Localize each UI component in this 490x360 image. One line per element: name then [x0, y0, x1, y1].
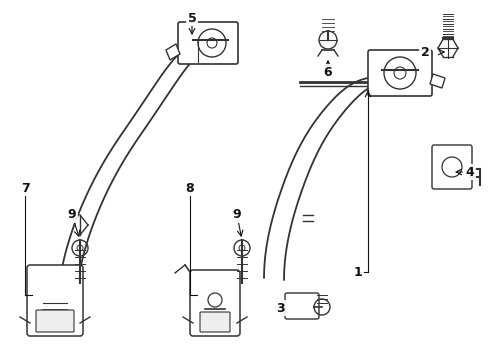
- Text: 1: 1: [354, 266, 363, 279]
- Polygon shape: [430, 74, 445, 88]
- Text: 9: 9: [233, 208, 241, 221]
- Text: 9: 9: [68, 208, 76, 221]
- Text: 8: 8: [186, 181, 195, 194]
- FancyBboxPatch shape: [432, 145, 472, 189]
- FancyBboxPatch shape: [368, 50, 432, 96]
- Text: 6: 6: [324, 66, 332, 78]
- FancyBboxPatch shape: [36, 310, 74, 332]
- FancyBboxPatch shape: [285, 293, 319, 319]
- FancyBboxPatch shape: [178, 22, 238, 64]
- Text: 4: 4: [466, 166, 474, 179]
- Text: 5: 5: [188, 12, 196, 24]
- FancyBboxPatch shape: [190, 270, 240, 336]
- FancyBboxPatch shape: [27, 265, 83, 336]
- Text: 3: 3: [276, 302, 284, 315]
- FancyBboxPatch shape: [200, 312, 230, 332]
- Text: 7: 7: [21, 181, 29, 194]
- Polygon shape: [166, 44, 180, 60]
- Text: 2: 2: [420, 45, 429, 58]
